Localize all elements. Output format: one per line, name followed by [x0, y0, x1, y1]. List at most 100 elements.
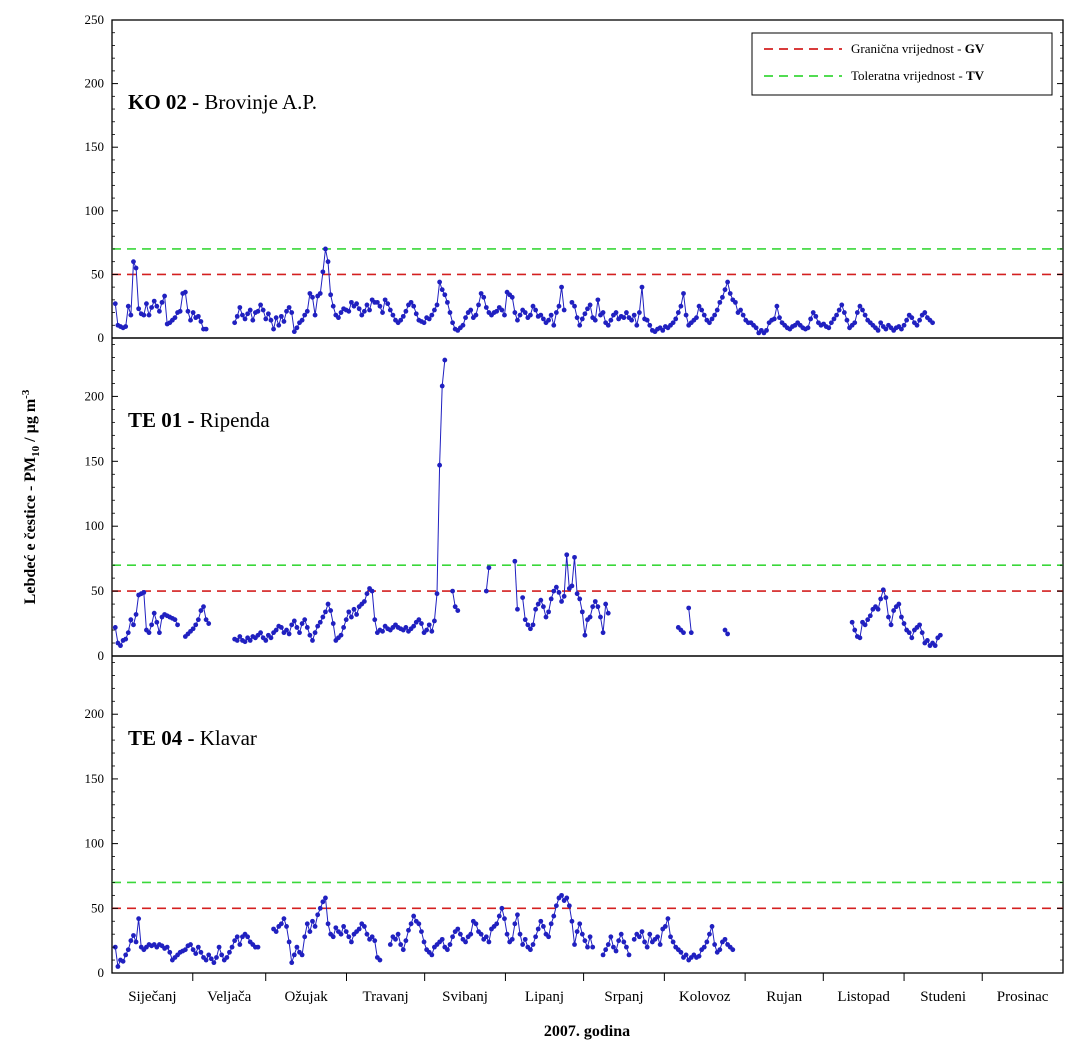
legend-box	[751, 32, 1053, 96]
data-point	[595, 297, 601, 303]
data-point	[317, 905, 323, 911]
data-point	[696, 303, 702, 309]
data-point	[494, 308, 500, 314]
data-point	[312, 630, 318, 636]
data-point	[559, 284, 564, 290]
data-point	[413, 311, 419, 317]
data-point	[312, 312, 318, 318]
data-point	[862, 312, 868, 318]
data-point	[115, 964, 121, 969]
data-point	[699, 307, 705, 313]
y-tick-label: 0	[98, 648, 105, 663]
data-point	[587, 302, 593, 308]
data-point	[299, 952, 305, 958]
data-point	[725, 279, 731, 285]
data-point	[328, 292, 334, 298]
data-point	[346, 609, 352, 615]
data-point	[411, 913, 417, 919]
data-point	[914, 322, 920, 328]
data-point	[421, 320, 427, 326]
data-point	[717, 947, 723, 953]
data-point	[457, 931, 463, 937]
panel-title: TE 04 - Klavar	[128, 726, 257, 750]
data-point	[727, 291, 733, 296]
data-point	[447, 942, 453, 947]
data-point	[582, 632, 588, 638]
data-point	[712, 942, 718, 947]
data-point	[128, 312, 134, 318]
data-point	[162, 293, 167, 299]
series-line	[514, 561, 518, 610]
data-point	[642, 939, 647, 945]
data-point	[530, 622, 536, 628]
data-point	[273, 627, 279, 633]
data-point	[271, 326, 276, 332]
data-point	[834, 312, 839, 318]
data-point	[572, 554, 577, 560]
data-point	[621, 939, 627, 945]
y-tick-label: 0	[98, 330, 105, 345]
data-point	[125, 630, 131, 636]
data-point	[133, 939, 139, 945]
data-point	[382, 297, 388, 303]
data-point	[276, 322, 282, 328]
data-point	[193, 951, 199, 956]
series-1	[112, 357, 943, 649]
data-point	[538, 918, 544, 924]
month-label: Kolovoz	[679, 989, 731, 1005]
data-point	[330, 934, 336, 940]
data-point	[338, 310, 344, 315]
data-point	[175, 622, 180, 628]
data-point	[408, 921, 414, 927]
data-point	[585, 306, 590, 312]
data-point	[286, 305, 292, 310]
data-point	[408, 299, 414, 305]
data-point	[572, 942, 577, 947]
data-point	[348, 939, 354, 945]
data-point	[128, 617, 134, 623]
data-point	[502, 916, 507, 922]
y-tick-label: 0	[98, 965, 105, 980]
data-point	[437, 462, 443, 468]
data-point	[546, 934, 551, 940]
data-point	[551, 588, 557, 594]
panel-code: TE 01 -	[128, 408, 195, 432]
data-point	[177, 308, 183, 314]
data-point	[473, 921, 479, 927]
legend-label: Granična vrijednost - GV	[851, 41, 985, 56]
data-point	[764, 327, 769, 333]
data-point	[515, 912, 520, 918]
data-point	[234, 638, 240, 643]
y-tick-label: 150	[85, 453, 105, 468]
data-point	[463, 315, 468, 321]
data-point	[624, 310, 629, 315]
data-point	[813, 313, 819, 319]
data-point	[120, 958, 126, 964]
data-point	[543, 614, 549, 620]
data-point	[901, 322, 907, 328]
data-point	[561, 307, 567, 313]
data-point	[131, 259, 136, 265]
data-point	[616, 938, 622, 944]
data-point	[673, 316, 679, 322]
data-point	[577, 921, 583, 927]
data-point	[320, 269, 326, 275]
data-point	[216, 944, 222, 950]
data-point	[639, 929, 645, 934]
data-point	[486, 939, 492, 945]
data-point	[289, 960, 295, 966]
data-point	[520, 595, 526, 600]
data-point	[647, 931, 653, 937]
data-point	[810, 310, 816, 315]
data-point	[738, 307, 743, 313]
data-point	[133, 265, 139, 271]
data-point	[512, 921, 518, 927]
data-point	[284, 924, 289, 929]
data-point	[841, 310, 847, 315]
data-point	[624, 944, 629, 950]
data-point	[190, 626, 196, 632]
data-point	[278, 313, 284, 319]
data-point	[302, 617, 308, 623]
month-label: Siječanj	[128, 989, 176, 1005]
data-point	[857, 303, 863, 309]
